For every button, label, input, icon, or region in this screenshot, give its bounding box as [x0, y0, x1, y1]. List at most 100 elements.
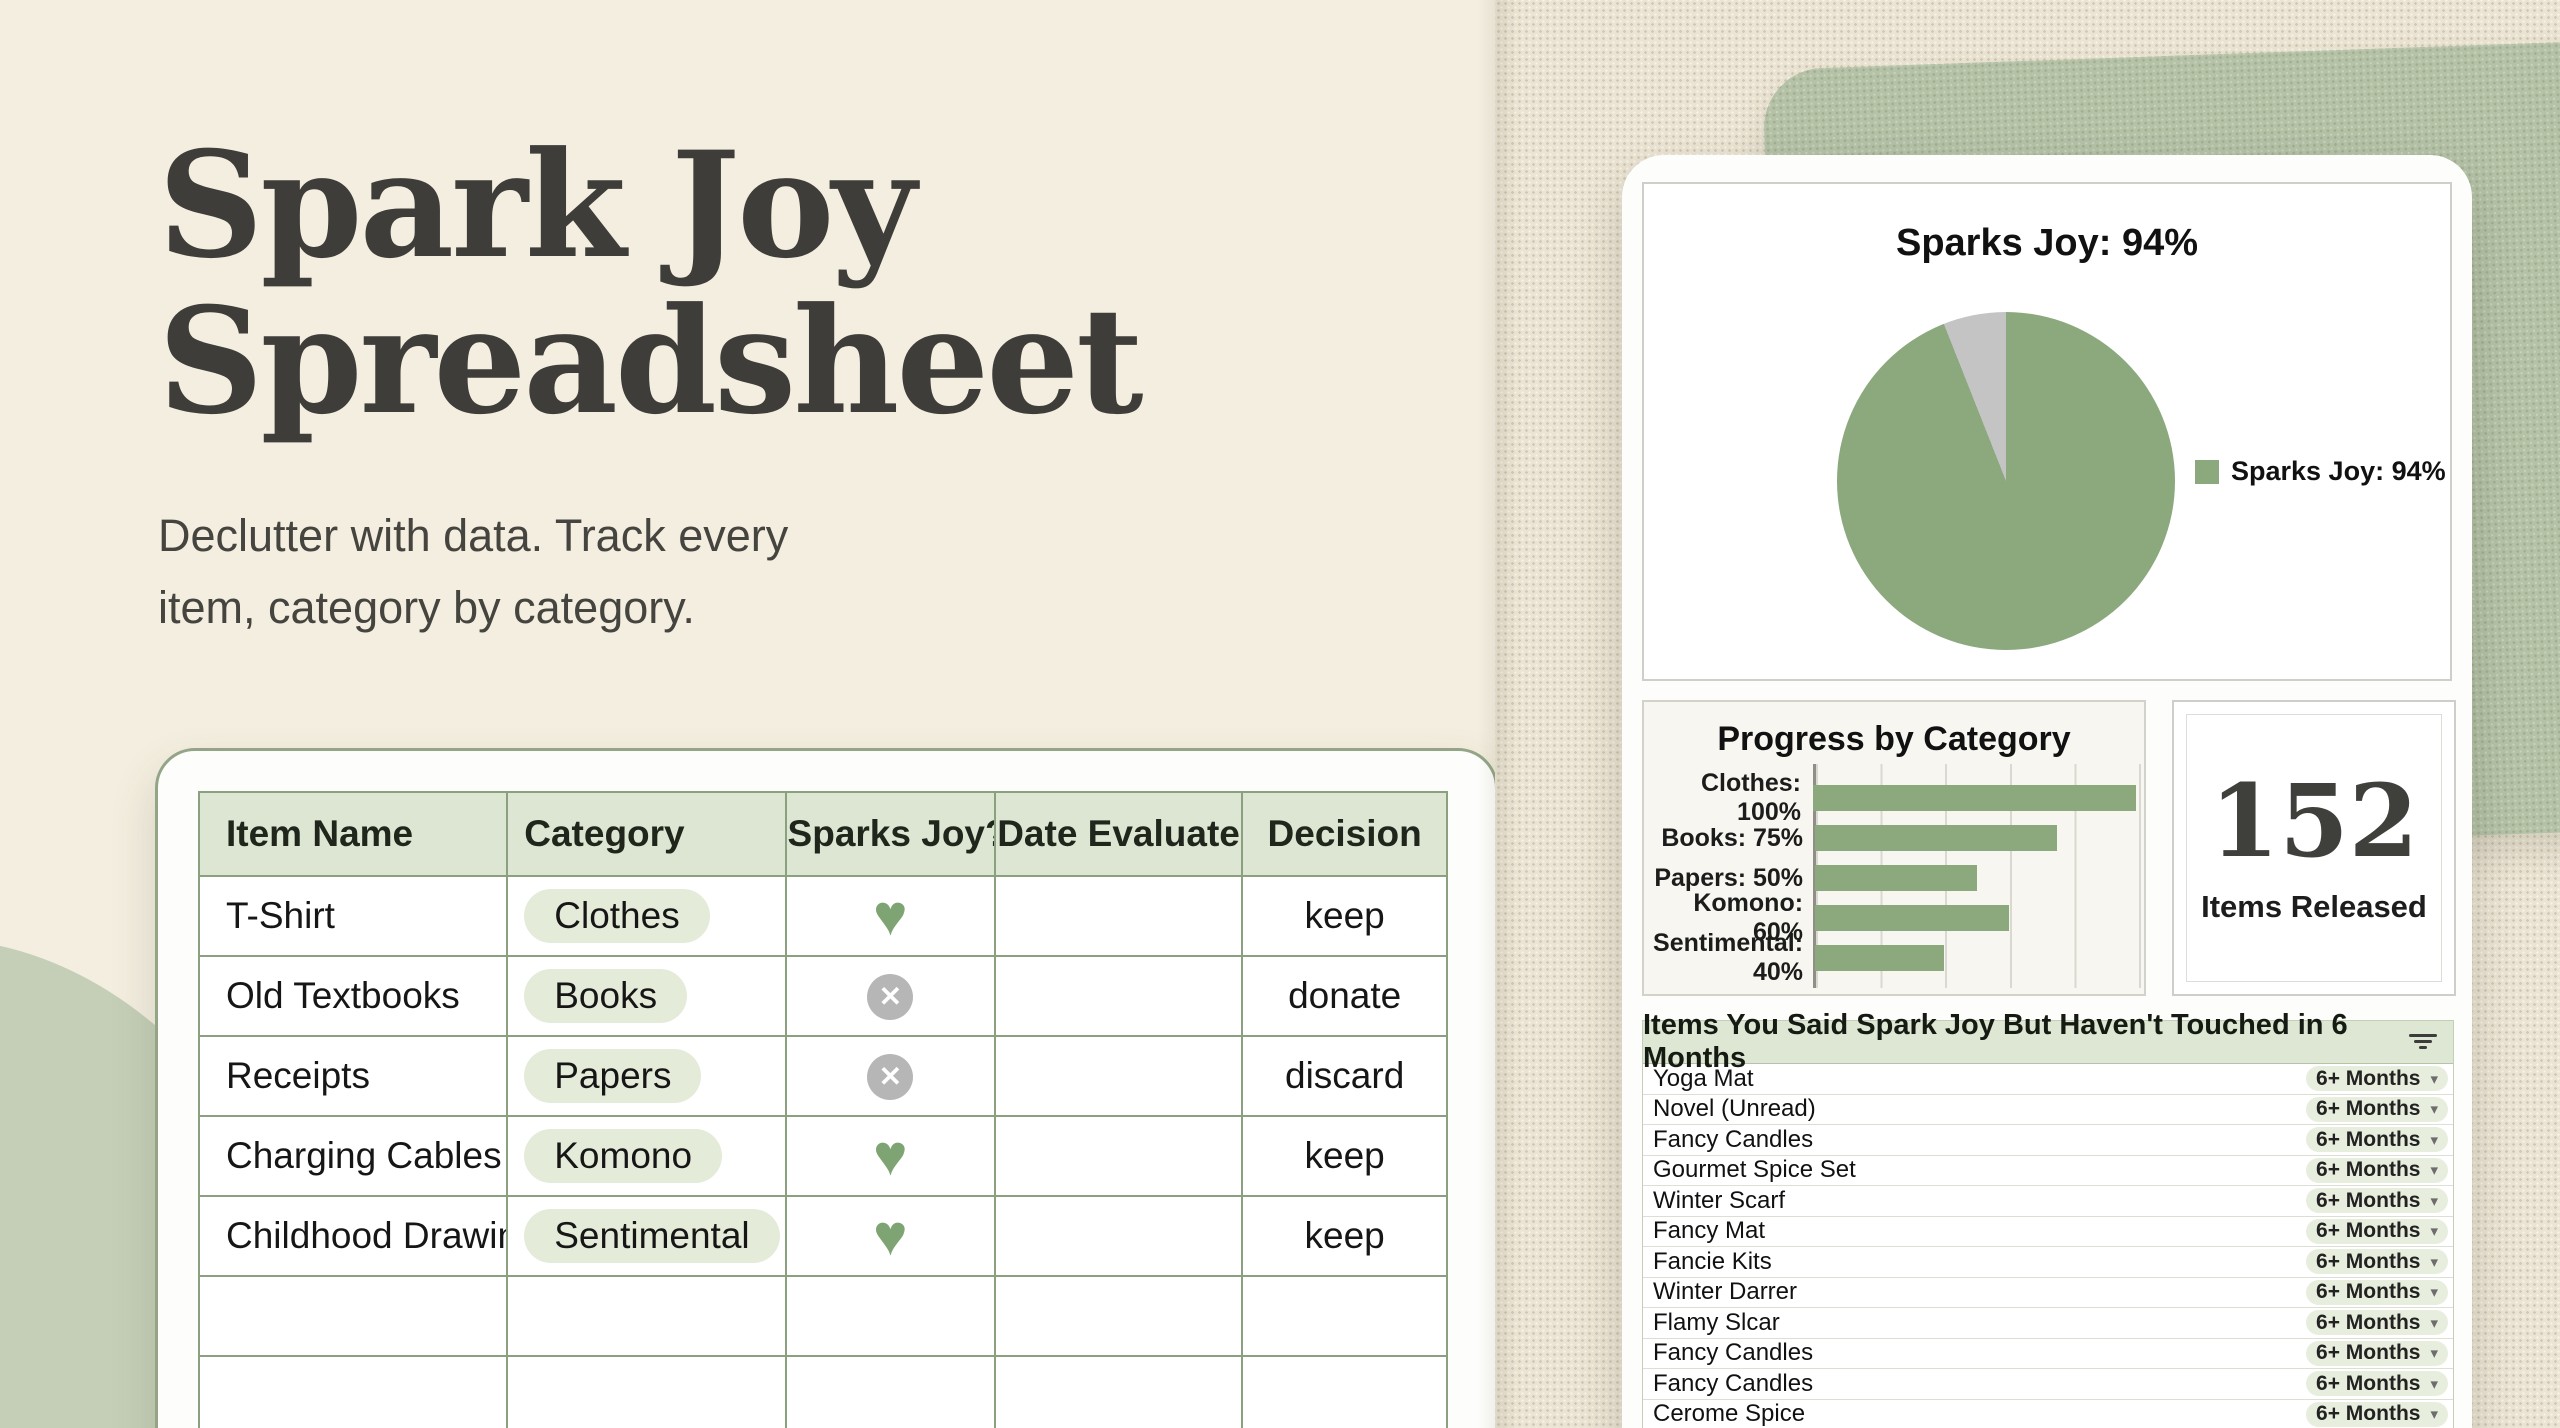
empty-cell	[994, 1355, 1244, 1428]
column-header-sparks-joy-: Sparks Joy?	[784, 791, 997, 877]
untouched-items-list: Items You Said Spark Joy But Haven't Tou…	[1642, 1009, 2454, 1428]
page-subtitle: Declutter with data. Track every item, c…	[158, 500, 1258, 644]
category-pill: Komono	[524, 1129, 723, 1183]
duration-badge-dropdown[interactable]: 6+ Months ▾	[2306, 1310, 2448, 1335]
chevron-down-icon: ▾	[2430, 1101, 2438, 1118]
column-header-item-name: Item Name	[197, 791, 509, 877]
table-row: Childhood Drawing Sentimental ♥ keep	[197, 1195, 1448, 1277]
chevron-down-icon: ▾	[2430, 1223, 2438, 1240]
list-item: Gourmet Spice Set 6+ Months ▾	[1643, 1156, 2453, 1186]
list-item-name: Gourmet Spice Set	[1653, 1156, 1856, 1184]
page-title: Spark Joy Spreadsheet	[158, 120, 1258, 440]
bar-chart: Clothes: 100% Books: 75% Papers: 50% Komono…	[1652, 764, 2141, 988]
duration-badge-label: 6+ Months	[2316, 1310, 2421, 1334]
duration-badge-dropdown[interactable]: 6+ Months ▾	[2306, 1066, 2448, 1091]
item-name-cell: Childhood Drawing	[197, 1195, 509, 1277]
list-item: Cerome Spice 6+ Months ▾	[1643, 1400, 2453, 1428]
table-header-row: Item Name Category Sparks Joy? Date Evaluat…	[197, 791, 1448, 877]
date-evaluated-cell	[994, 1035, 1244, 1117]
category-pill: Books	[524, 969, 688, 1023]
duration-badge-dropdown[interactable]: 6+ Months ▾	[2306, 1096, 2448, 1122]
duration-badge-label: 6+ Months	[2316, 1158, 2421, 1181]
chevron-down-icon: ▾	[2430, 1162, 2438, 1179]
table-row: Charging Cables Komono ♥ keep	[197, 1115, 1448, 1197]
duration-badge-dropdown[interactable]: 6+ Months ▾	[2306, 1371, 2448, 1396]
table-row: Old Textbooks Books ✕ donate	[197, 955, 1448, 1037]
list-item-name: Winter Darrer	[1653, 1278, 1798, 1306]
filter-icon[interactable]	[2407, 1031, 2439, 1049]
list-item: Fancy Mat 6+ Months ▾	[1643, 1217, 2453, 1247]
duration-badge-dropdown[interactable]: 6+ Months ▾	[2306, 1249, 2448, 1274]
column-header-category: Category	[506, 791, 787, 877]
category-pill: Sentimental	[524, 1209, 780, 1263]
decision-cell: keep	[1241, 1115, 1448, 1197]
bar-row: Sentimental: 40%	[1652, 929, 2136, 986]
bar-fill	[1815, 865, 1977, 891]
list-item: Flamy Slcar 6+ Months ▾	[1643, 1308, 2453, 1339]
bar-fill	[1813, 785, 2136, 811]
stat-value: 152	[2209, 762, 2419, 880]
heart-icon: ♥	[873, 883, 908, 948]
pie-chart-panel: Sparks Joy: 94% Sparks Joy: 94%	[1642, 182, 2452, 681]
bar-tick-label: Papers: 50%	[1654, 863, 1804, 892]
item-name-cell: Charging Cables	[197, 1115, 509, 1197]
bar-fill	[1815, 825, 2058, 851]
bar-tick-label: Komono: 60%	[1693, 889, 1804, 946]
page-subtitle-line2: item, category by category.	[158, 582, 695, 634]
progress-chart-title: Progress by Category	[1717, 720, 2071, 758]
category-cell: Sentimental	[506, 1195, 787, 1277]
list-item-name: Fancy Candles	[1653, 1369, 1814, 1397]
heart-icon: ♥	[873, 1203, 908, 1268]
table-row: Receipts Papers ✕ discard	[197, 1035, 1448, 1117]
bar-track	[1815, 945, 2136, 971]
bar-row: Books: 75%	[1652, 818, 2136, 858]
decision-cell: discard	[1241, 1035, 1448, 1117]
sparks-joy-cell: ♥	[784, 1115, 997, 1197]
duration-badge-label: 6+ Months	[2316, 1249, 2421, 1273]
list-header: Items You Said Spark Joy But Haven't Tou…	[1643, 1009, 2453, 1074]
hero: Spark Joy Spreadsheet Declutter with dat…	[158, 120, 1258, 644]
duration-badge-dropdown[interactable]: 6+ Months ▾	[2306, 1279, 2448, 1305]
list-item: Novel (Unread) 6+ Months ▾	[1643, 1095, 2453, 1125]
background-seam	[1478, 0, 1518, 1428]
duration-badge-dropdown[interactable]: 6+ Months ▾	[2306, 1218, 2448, 1244]
duration-badge-dropdown[interactable]: 6+ Months ▾	[2306, 1188, 2448, 1213]
sparks-joy-cell: ♥	[784, 1195, 997, 1277]
sparks-joy-cell: ♥	[784, 875, 997, 957]
chevron-down-icon: ▾	[2430, 1345, 2438, 1362]
chevron-down-icon: ▾	[2430, 1406, 2438, 1423]
category-pill: Clothes	[524, 889, 710, 943]
bar-track	[1815, 865, 2136, 891]
pie-chart	[1837, 312, 2175, 650]
bar-fill	[1815, 905, 2009, 931]
empty-table-row	[197, 1275, 1448, 1357]
empty-cell	[197, 1355, 509, 1428]
list-title: Items You Said Spark Joy But Haven't Tou…	[1643, 1009, 2348, 1074]
duration-badge-dropdown[interactable]: 6+ Months ▾	[2306, 1157, 2448, 1183]
list-item-name: Winter Scarf	[1653, 1186, 1786, 1214]
list-item-name: Flamy Slcar	[1653, 1308, 1780, 1336]
bar-row: Clothes: 100%	[1652, 769, 2136, 826]
bar-row: Papers: 50%	[1652, 858, 2136, 898]
decision-cell: keep	[1241, 1195, 1448, 1277]
duration-badge-label: 6+ Months	[2316, 1341, 2421, 1364]
page-title-line1: Spark Joy	[158, 120, 916, 291]
list-item: Fancie Kits 6+ Months ▾	[1643, 1247, 2453, 1278]
duration-badge-dropdown[interactable]: 6+ Months ▾	[2306, 1340, 2448, 1366]
bar-tick-label: Sentimental: 40%	[1653, 929, 1804, 986]
decision-cell: donate	[1241, 955, 1448, 1037]
bar-tick-label: Clothes: 100%	[1701, 769, 1801, 826]
duration-badge-dropdown[interactable]: 6+ Months ▾	[2306, 1127, 2448, 1152]
empty-cell	[506, 1275, 787, 1357]
item-name-cell: T-Shirt	[197, 875, 509, 957]
chevron-down-icon: ▾	[2430, 1284, 2438, 1301]
duration-badge-dropdown[interactable]: 6+ Months ▾	[2306, 1401, 2448, 1427]
x-circle-icon: ✕	[867, 1053, 914, 1100]
item-name-cell: Receipts	[197, 1035, 509, 1117]
dashboard-card: Sparks Joy: 94% Sparks Joy: 94% Progress…	[1622, 155, 2472, 1428]
column-header-date-evaluated: Date Evaluated	[994, 791, 1244, 877]
chevron-down-icon: ▾	[2430, 1070, 2438, 1088]
progress-chart-panel: Progress by Category Clothes: 100% Books:…	[1642, 700, 2146, 996]
bar-track	[1815, 825, 2136, 851]
